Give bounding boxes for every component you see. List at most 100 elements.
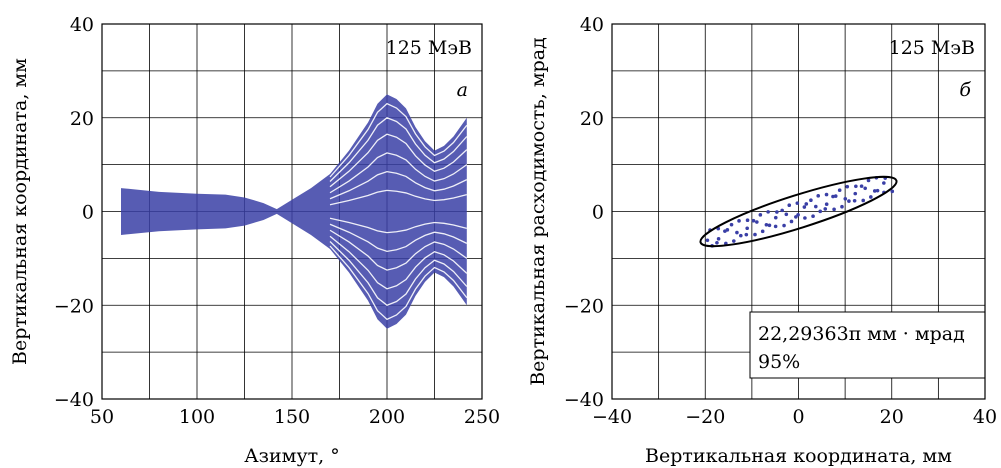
plot-frame-b xyxy=(611,23,986,400)
panel-letter-b: б xyxy=(959,79,971,101)
particle-point xyxy=(745,218,750,222)
particle-point xyxy=(831,194,835,199)
particle-point xyxy=(732,239,736,243)
particle-point xyxy=(853,191,858,196)
y-tick-label: 20 xyxy=(580,108,604,130)
particle-point xyxy=(794,215,798,219)
panel-letter-a: а xyxy=(457,79,468,101)
trajectory-streak xyxy=(329,217,467,234)
trajectory-streak xyxy=(329,170,468,200)
y-tick-label: −40 xyxy=(54,389,94,411)
x-tick-label: −20 xyxy=(685,406,725,428)
particle-point xyxy=(773,224,778,229)
particle-point xyxy=(802,205,807,209)
ticks-b: −40 −20 0 20 40 40 20 0 −20 −40 xyxy=(564,14,997,428)
particle-point xyxy=(811,214,815,219)
trajectory-streak xyxy=(329,102,468,178)
particle-point xyxy=(705,238,710,243)
emittance-text: 22,29363π мм · мрад xyxy=(758,323,965,345)
particle-point xyxy=(753,232,757,237)
x-axis-label-b: Вертикальная координата, мм xyxy=(645,445,952,467)
particle-point xyxy=(824,202,829,207)
particle-point xyxy=(875,188,880,193)
x-axis-label-a: Азимут, ° xyxy=(244,445,339,467)
x-tick-label: 0 xyxy=(792,406,804,428)
particle-point xyxy=(725,228,730,232)
particle-point xyxy=(744,232,749,237)
particle-point xyxy=(832,207,836,212)
trajectory-streak xyxy=(329,245,468,321)
particle-point xyxy=(845,184,850,189)
particle-point xyxy=(861,198,866,203)
particle-point xyxy=(745,226,749,231)
beam-envelope-a xyxy=(121,94,468,329)
particle-point xyxy=(795,201,800,205)
particle-point xyxy=(760,229,765,234)
y-tick-label: 0 xyxy=(82,202,94,224)
x-tick-label: 200 xyxy=(369,406,405,428)
particle-point xyxy=(803,216,807,220)
x-tick-label: 20 xyxy=(880,406,904,428)
particle-point xyxy=(824,192,829,197)
particle-point xyxy=(767,223,772,228)
plot-frame-a xyxy=(101,23,483,400)
x-tick-label: 50 xyxy=(90,406,114,428)
particle-point xyxy=(758,213,763,217)
particle-point xyxy=(840,204,844,209)
particle-point xyxy=(837,188,842,193)
particle-point xyxy=(796,212,800,217)
particle-point xyxy=(890,189,895,194)
percent-text: 95% xyxy=(758,351,800,373)
energy-label-b: 125 МэВ xyxy=(889,37,975,59)
y-tick-label: 20 xyxy=(70,108,94,130)
particle-point xyxy=(866,178,871,183)
particle-point xyxy=(739,233,743,238)
particle-point xyxy=(816,194,821,198)
particle-point xyxy=(784,212,789,217)
particle-point xyxy=(859,184,864,188)
particle-point xyxy=(755,220,759,224)
y-axis-label-a: Вертикальная координата, мм xyxy=(9,58,31,365)
y-tick-label: −40 xyxy=(564,389,604,411)
beam-envelope-area xyxy=(121,94,467,329)
particle-point xyxy=(766,210,770,214)
particle-point xyxy=(782,223,786,228)
x-tick-label: 250 xyxy=(464,406,500,428)
trajectory-streak xyxy=(329,189,467,206)
particle-point xyxy=(789,219,794,224)
particle-point xyxy=(809,198,813,203)
x-tick-label: 100 xyxy=(179,406,215,428)
particle-point xyxy=(729,222,734,227)
y-tick-label: 40 xyxy=(580,14,604,36)
x-tick-label: 150 xyxy=(274,406,310,428)
particle-point xyxy=(833,194,838,198)
particle-point xyxy=(882,181,886,185)
particle-point xyxy=(737,219,741,223)
particle-point xyxy=(869,195,873,199)
energy-label-a: 125 МэВ xyxy=(386,37,472,59)
particle-point xyxy=(847,199,851,203)
particle-point xyxy=(823,207,828,211)
particle-point xyxy=(764,222,769,227)
particle-point xyxy=(715,240,719,245)
trajectory-streak xyxy=(329,152,468,194)
trajectory-streak xyxy=(329,223,468,253)
particle-point xyxy=(872,189,877,193)
x-tick-label: −40 xyxy=(592,406,632,428)
phase-ellipse-b xyxy=(699,175,898,248)
particle-point xyxy=(843,196,848,201)
particle-point xyxy=(775,210,779,214)
trajectory-streak xyxy=(329,229,468,271)
y-tick-label: −20 xyxy=(564,295,604,317)
particle-point xyxy=(863,186,867,191)
particle-point xyxy=(787,203,792,208)
y-tick-label: −20 xyxy=(54,295,94,317)
particle-point xyxy=(780,208,784,213)
particle-point xyxy=(716,237,721,241)
particle-point xyxy=(852,198,857,203)
y-tick-label: 40 xyxy=(70,14,94,36)
y-axis-label-b: Вертикальная расходимость, мрад xyxy=(527,37,549,386)
